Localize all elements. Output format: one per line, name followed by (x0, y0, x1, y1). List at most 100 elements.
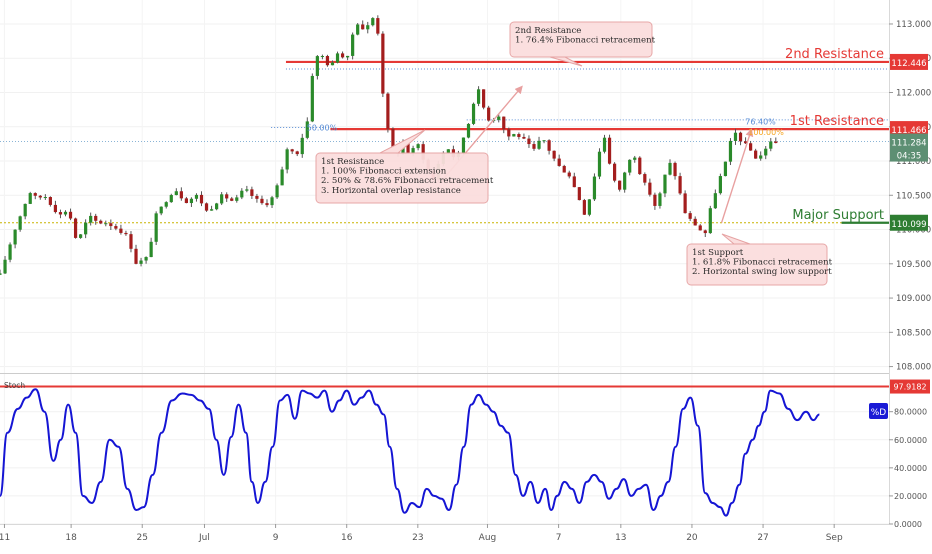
candle-body (497, 116, 501, 120)
level-price-badge[interactable] (890, 53, 928, 70)
candle-body (567, 172, 571, 177)
stoch-series-badge[interactable] (869, 403, 888, 419)
candle-body (487, 107, 491, 121)
callout-text: 1st Support (692, 248, 744, 258)
candle-body (582, 200, 586, 215)
candle-body (58, 212, 63, 215)
candle-body (53, 204, 58, 213)
candle-body (512, 134, 516, 137)
price-axis[interactable]: 113.000112.500112.000111.500111.000110.5… (889, 20, 931, 373)
price-tick-label: 113.000 (896, 20, 931, 30)
candle-body (13, 229, 17, 245)
time-tick-label: 7 (556, 533, 562, 543)
callout-box[interactable] (315, 152, 489, 204)
candle-body (386, 93, 390, 129)
candle-body (557, 158, 561, 166)
candle-body (18, 216, 22, 230)
candle-body (194, 194, 199, 199)
candle-body (381, 33, 385, 94)
candle-body (754, 150, 758, 159)
candle-body (466, 123, 471, 138)
candle-body (764, 148, 768, 156)
callout-text: 1. 100% Fibonacci extension (321, 167, 447, 177)
level-price-label: 112.446 (891, 59, 926, 69)
candle-body (285, 149, 289, 170)
candle-body (482, 89, 486, 108)
candle-body (250, 189, 254, 196)
candle-body (320, 56, 325, 58)
candle-body (411, 148, 415, 154)
level-price-badge[interactable] (890, 121, 928, 138)
candle-body (648, 182, 652, 195)
time-axis[interactable]: 11 18 25 Jul 9 16 23 Aug 7 13 20 27 Sep (0, 524, 843, 543)
time-tick-label: Aug (479, 533, 497, 543)
candle-body (507, 129, 511, 137)
candle-body (335, 53, 340, 63)
stoch-tick-label: 40.0000 (894, 464, 927, 473)
candle-body (663, 174, 667, 194)
candle-body (587, 199, 592, 215)
candle-body (703, 230, 707, 234)
stoch-series-badge-label: %D (871, 408, 887, 418)
candle-body (129, 234, 133, 249)
stoch-tick-label: 60.0000 (894, 436, 927, 445)
candle-body (310, 75, 314, 122)
candle-body (562, 165, 566, 173)
candle-body (63, 211, 68, 215)
time-tick-label: 20 (686, 533, 698, 543)
candle-body (23, 203, 27, 217)
candle-body (270, 197, 274, 206)
candle-body (3, 259, 7, 274)
level-price-badge[interactable] (890, 214, 928, 231)
candle-body (330, 62, 335, 66)
candle-body (522, 136, 526, 139)
candle-body (668, 162, 672, 175)
callout-box[interactable] (509, 21, 653, 58)
candle-body (315, 56, 319, 76)
stoch-indicator-title[interactable]: Stoch (4, 381, 25, 390)
candle-body (209, 209, 214, 211)
candle-body (94, 215, 98, 221)
candle-body (89, 215, 93, 223)
candle-body (204, 203, 209, 211)
support-resistance-levels: 2nd Resistance 1st Resistance Major Suppor… (0, 47, 889, 224)
price-tick-label: 108.000 (896, 363, 931, 373)
candle-body (602, 137, 607, 152)
time-tick-label: 16 (341, 533, 353, 543)
price-tick-label: 109.000 (896, 294, 931, 304)
candle-body (643, 174, 647, 183)
candle-body (255, 195, 259, 199)
time-tick-label: 13 (615, 533, 626, 543)
candle-body (169, 195, 173, 203)
price-tick-label: 109.500 (896, 260, 931, 270)
candle-body (38, 195, 42, 198)
candle-body (623, 172, 627, 190)
candle-body (572, 176, 576, 188)
stoch-series (0, 385, 889, 517)
candle-body (84, 222, 88, 235)
candle-body (633, 157, 637, 160)
candle-body (33, 193, 37, 196)
candle-body (391, 128, 395, 151)
projection-arrow (720, 128, 754, 223)
stoch-tick-label: 20.0000 (894, 492, 927, 501)
callout-text: 1. 76.4% Fibonacci retracement (515, 36, 656, 46)
candle-body (416, 144, 420, 149)
candle-body (421, 144, 425, 160)
candle-body (275, 185, 279, 198)
candle-body (733, 132, 738, 141)
current-price-badge[interactable] (890, 133, 928, 162)
fib-level-label: 100.00% (748, 128, 784, 137)
candle-body (527, 138, 531, 145)
candle-body (134, 248, 138, 264)
stoch-axis[interactable]: 80.0000 60.0000 40.0000 20.0000 0.0000 97.918… (889, 379, 930, 529)
callout-text: 2. Horizontal swing low support (692, 267, 832, 277)
level-price-label: 110.099 (891, 220, 926, 230)
candle-body (260, 198, 264, 204)
callout-box[interactable] (686, 243, 828, 286)
candle-body (406, 143, 410, 154)
candle-body (738, 132, 743, 142)
stoch-max-badge[interactable] (890, 379, 930, 394)
